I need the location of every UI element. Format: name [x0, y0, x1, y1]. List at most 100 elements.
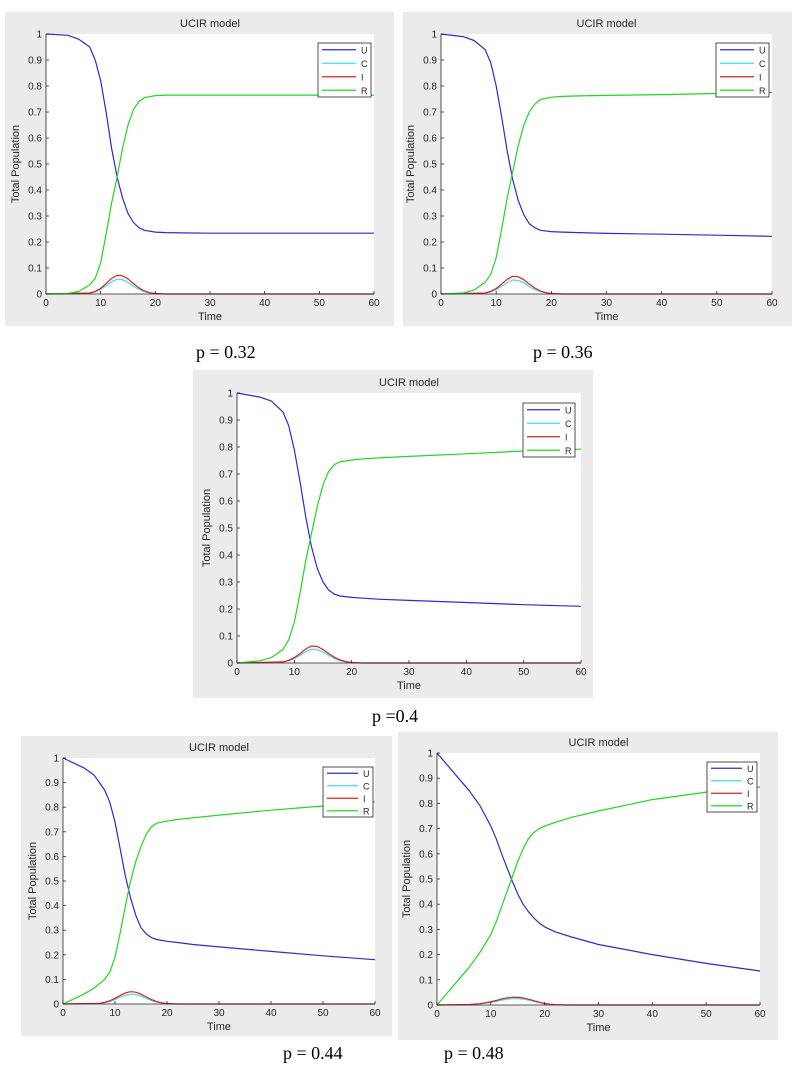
x-axis-label: Time: [594, 311, 618, 323]
series-line-I: [45, 274, 374, 295]
x-tick-label: 20: [346, 667, 358, 678]
y-tick-label: 0: [53, 1000, 59, 1011]
legend-label-U: U: [565, 405, 572, 415]
y-tick-label: 0.9: [219, 416, 233, 427]
y-tick-label: 1: [36, 30, 42, 41]
y-tick-label: 1: [427, 749, 433, 760]
chart-svg-5: 0 10 20 30 40 50 60 0 0.1 0.2 0.3 0.4 0.5 0.6 0.7 0.8 0.…: [401, 737, 766, 1034]
legend: UCIR: [322, 766, 374, 818]
chart-title: UCIR model: [180, 18, 240, 30]
chart-panel-2: 0 10 20 30 40 50 60 0 0.1 0.2 0.3 0.4 0.5 0.6 0.7 0.8 0.…: [403, 12, 792, 326]
x-axis-label: Time: [198, 311, 222, 323]
series-line-I: [236, 645, 581, 664]
series-line-U: [62, 757, 376, 961]
x-tick-label: 30: [213, 1008, 225, 1019]
legend: UCIR: [715, 42, 770, 98]
x-tick-label: 60: [766, 298, 778, 309]
legend-label-R: R: [363, 806, 370, 816]
series-line-I: [440, 275, 772, 295]
x-tick-label: 30: [204, 298, 216, 309]
series-line-R: [236, 448, 582, 664]
caption-2: p = 0.36: [533, 342, 593, 362]
y-tick-label: 0.3: [28, 212, 42, 223]
x-axis-label: Time: [207, 1021, 231, 1033]
y-tick-label: 0.7: [423, 108, 437, 119]
x-axis-label: Time: [397, 680, 421, 692]
legend-label-I: I: [565, 432, 568, 442]
series-line-U: [440, 33, 773, 237]
y-tick-label: 0.7: [419, 824, 433, 835]
x-tick-label: 60: [369, 1008, 381, 1019]
x-tick-label: 10: [491, 298, 503, 309]
y-tick-label: 0.7: [45, 827, 59, 838]
x-tick-label: 10: [95, 298, 107, 309]
chart-panel-3: 0 10 20 30 40 50 60 0 0.1 0.2 0.3 0.4 0.5 0.6 0.7 0.8 0.…: [193, 370, 593, 698]
x-tick-label: 10: [485, 1009, 497, 1020]
y-tick-label: 0: [36, 290, 42, 301]
y-tick-label: 0.4: [423, 186, 437, 197]
legend-label-C: C: [759, 59, 766, 69]
series-line-U: [236, 392, 582, 607]
legend-box: [715, 42, 770, 98]
legend-label-U: U: [361, 45, 368, 55]
y-tick-label: 0.9: [419, 774, 433, 785]
x-tick-label: 40: [647, 1009, 659, 1020]
y-tick-label: 0.9: [423, 56, 437, 67]
legend: UCIR: [317, 42, 372, 98]
x-tick-label: 0: [438, 298, 444, 309]
series-line-U: [436, 752, 761, 972]
x-tick-label: 30: [593, 1009, 605, 1020]
x-tick-label: 0: [60, 1008, 66, 1019]
legend-label-U: U: [363, 769, 370, 779]
y-tick-label: 0.4: [219, 551, 233, 562]
y-tick-label: 0.8: [423, 82, 437, 93]
x-tick-label: 0: [234, 667, 240, 678]
x-tick-label: 20: [539, 1009, 551, 1020]
chart-panel-1: 0 10 20 30 40 50 60 0 0.1 0.2 0.3 0.4 0.5 0.6 0.7 0.8 0.…: [5, 12, 394, 326]
legend-label-I: I: [363, 794, 366, 804]
legend: UCIR: [706, 761, 758, 813]
legend-label-U: U: [759, 45, 766, 55]
chart-svg-3: 0 10 20 30 40 50 60 0 0.1 0.2 0.3 0.4 0.5 0.6 0.7 0.8 0.…: [201, 377, 587, 692]
y-tick-label: 1: [227, 389, 233, 400]
y-tick-label: 0.5: [219, 524, 233, 535]
legend-label-U: U: [747, 764, 754, 774]
y-tick-label: 0.3: [219, 578, 233, 589]
x-tick-label: 0: [43, 298, 49, 309]
y-tick-label: 0.8: [45, 803, 59, 814]
y-tick-label: 0.2: [423, 238, 437, 249]
y-tick-label: 0.1: [45, 975, 59, 986]
y-tick-label: 0.2: [28, 238, 42, 249]
y-tick-label: 0.8: [419, 799, 433, 810]
legend-box: [322, 766, 374, 818]
y-tick-label: 0: [431, 290, 437, 301]
caption-1: p = 0.32: [196, 342, 256, 362]
series-line-I: [436, 996, 760, 1006]
x-tick-label: 50: [518, 667, 530, 678]
y-axis-label: Total Population: [10, 125, 22, 203]
y-tick-label: 0.6: [28, 134, 42, 145]
caption-4: p = 0.44: [283, 1043, 343, 1063]
series-line-U: [45, 33, 374, 234]
x-tick-label: 50: [317, 1008, 329, 1019]
legend-label-I: I: [747, 789, 750, 799]
y-tick-label: 0.5: [45, 877, 59, 888]
y-tick-label: 0.4: [28, 186, 42, 197]
legend-label-C: C: [363, 781, 370, 791]
x-tick-label: 60: [575, 667, 587, 678]
legend-label-C: C: [361, 59, 368, 69]
x-tick-label: 10: [109, 1008, 121, 1019]
y-tick-label: 0.6: [45, 852, 59, 863]
y-tick-label: 0.2: [219, 605, 233, 616]
x-tick-label: 60: [368, 298, 380, 309]
legend-label-I: I: [361, 72, 364, 82]
y-tick-label: 0.5: [423, 160, 437, 171]
series-line-R: [45, 94, 374, 295]
legend-label-R: R: [361, 86, 368, 96]
legend: UCIR: [522, 402, 576, 458]
y-tick-label: 0.9: [28, 56, 42, 67]
y-tick-label: 0.2: [419, 950, 433, 961]
y-tick-label: 0: [427, 1001, 433, 1012]
legend-label-R: R: [565, 446, 572, 456]
y-tick-label: 1: [431, 30, 437, 41]
